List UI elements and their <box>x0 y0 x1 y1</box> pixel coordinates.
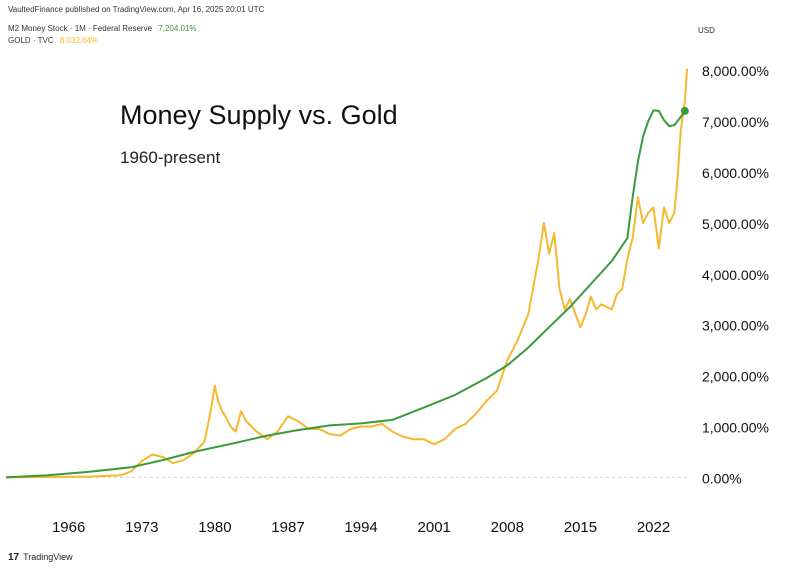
currency-label: USD <box>698 26 715 35</box>
y-tick-label: 6,000.00% <box>702 165 769 181</box>
axis-layer: 0.00% 1,000.00% 2,000.00% 3,000.00% 4,000.00… <box>6 63 769 536</box>
x-tick-label: 1987 <box>271 519 304 536</box>
legend-gold-value: 8,032.64% <box>59 36 99 45</box>
tradingview-footer: 17 TradingView <box>8 552 73 563</box>
series-layer <box>5 68 689 479</box>
y-tick-label: 5,000.00% <box>702 216 769 232</box>
legend-gold: GOLD · TVC 8,032.64% <box>8 36 98 45</box>
y-tick-label: 7,000.00% <box>702 114 769 130</box>
tradingview-logo-icon: 17 <box>8 552 20 563</box>
chart-subtitle: 1960-present <box>120 148 221 167</box>
y-tick-label: 4,000.00% <box>702 267 769 283</box>
x-tick-label: 1973 <box>125 519 158 536</box>
legend-m2-label: M2 Money Stock · 1M · Federal Reserve <box>8 24 153 33</box>
legend-m2: M2 Money Stock · 1M · Federal Reserve 7,… <box>8 24 197 33</box>
legend-gold-label: GOLD · TVC <box>8 36 54 45</box>
x-tick-label: 2022 <box>637 519 670 536</box>
chart-title: Money Supply vs. Gold <box>120 100 398 130</box>
y-tick-label: 8,000.00% <box>702 63 769 79</box>
tradingview-brand: TradingView <box>23 552 73 562</box>
x-tick-label: 1966 <box>52 519 85 536</box>
series-line-m2-money-stock <box>5 109 686 479</box>
y-tick-label: 1,000.00% <box>702 419 769 435</box>
x-tick-label: 2015 <box>564 519 597 536</box>
series-line-gold <box>5 68 688 479</box>
m2-last-point-marker <box>680 106 689 115</box>
x-tick-label: 1980 <box>198 519 231 536</box>
x-tick-label: 2001 <box>418 519 451 536</box>
y-tick-label: 0.00% <box>702 470 742 486</box>
publisher-note: VaultedFinance published on TradingView.… <box>8 5 265 14</box>
legend-m2-value: 7,204.01% <box>158 24 197 33</box>
x-tick-label: 1994 <box>344 519 377 536</box>
y-tick-label: 3,000.00% <box>702 318 769 334</box>
x-tick-label: 2008 <box>491 519 524 536</box>
y-tick-label: 2,000.00% <box>702 369 769 385</box>
